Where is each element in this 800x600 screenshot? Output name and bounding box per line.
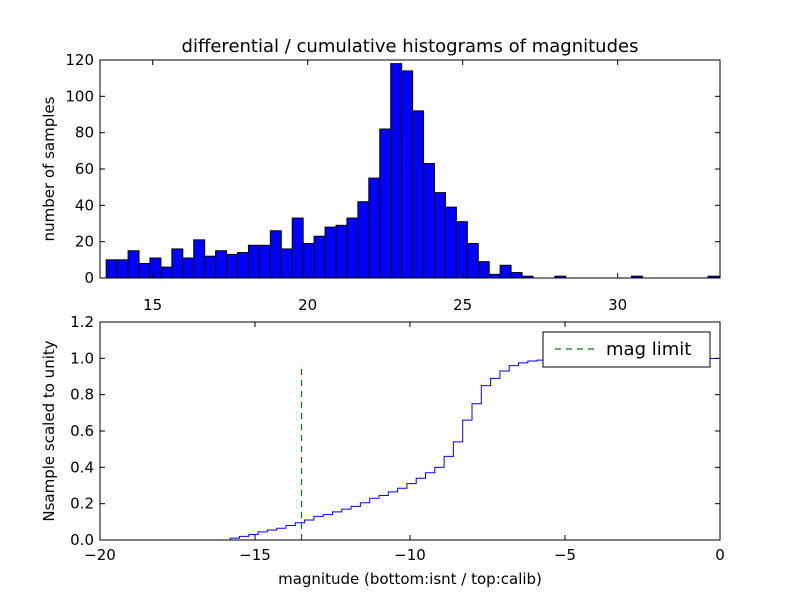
histogram-bar [160,266,173,279]
histogram-bar [444,206,457,279]
top-x-tick-label: 30 [608,296,627,314]
top-x-tick-label: 25 [453,296,472,314]
histogram-bar [269,230,282,279]
histogram-bar [313,235,326,279]
histogram-bar [488,273,501,279]
histogram-bar [335,224,348,279]
histogram-bar [455,221,468,279]
bottom-x-tick-label: −15 [239,546,271,564]
legend: mag limit [542,331,711,368]
chart-title: differential / cumulative histograms of … [182,36,639,57]
bottom-x-tick-label: 0 [715,546,725,564]
bottom-y-tick-label: 0.6 [70,422,94,440]
top-y-tick-label: 40 [75,196,94,214]
histogram-bar [116,259,129,279]
histogram-bar [237,252,249,279]
bottom-x-tick-label: −20 [84,546,116,564]
histogram-bar [423,163,435,279]
top-y-tick-label: 20 [75,233,94,251]
histogram-bar [368,177,381,279]
histogram-bar [105,259,118,279]
histogram-bar [171,248,184,279]
bottom-y-tick-label: 1.2 [70,313,94,331]
histogram-bar [149,257,162,279]
histogram-bar [412,110,425,279]
histogram-bar [346,217,359,279]
histogram-bar [324,226,337,279]
bottom-y-tick-label: 0.0 [70,531,94,549]
bottom-y-tick-label: 0.4 [70,458,94,476]
top-y-tick-label: 80 [75,124,94,142]
bottom-x-tick-label: −5 [554,546,576,564]
histogram-bar [433,192,446,279]
histogram-bar [499,264,512,279]
histogram-bar [127,250,140,279]
top-y-tick-label: 0 [84,269,94,287]
histogram-bar [138,262,151,279]
histogram-bar [215,250,228,279]
top-x-tick-label: 20 [298,296,317,314]
top-x-tick-label: 15 [143,296,162,314]
top-y-tick-label: 100 [65,87,94,105]
histogram-bar [390,63,403,279]
bottom-y-axis-label: Nsample scaled to unity [40,340,58,521]
x-axis-label: magnitude (bottom:isnt / top:calib) [278,570,542,588]
bottom-y-tick-label: 1.0 [70,349,94,367]
histogram-bar [477,261,490,279]
bottom-y-tick-label: 0.8 [70,386,94,404]
histogram-bar [466,242,479,279]
differential-histogram-panel: differential / cumulative histograms of … [40,36,721,314]
histogram-bar [193,239,206,279]
histogram-bar [258,244,271,279]
cumulative-series-line [100,358,721,541]
cumulative-histogram-panel: −20 −15 −10 −5 0 0.0 0.2 0.4 0.6 0.8 1.0 1.2 Nsampl… [40,313,725,588]
histogram-bar [204,255,217,279]
histogram-bar [379,128,392,279]
histogram-bar [401,70,414,279]
legend-mag-limit-label: mag limit [606,339,691,360]
histogram-bar [226,253,239,279]
top-y-tick-label: 120 [65,51,94,69]
histogram-bar [357,201,370,279]
histogram-bar [280,248,293,279]
histogram-bar [247,244,260,279]
bottom-y-tick-label: 0.2 [70,495,94,513]
histogram-bar [302,242,315,279]
histogram-bar [510,272,523,279]
top-y-axis-label: number of samples [40,96,58,241]
histogram-bar [182,257,195,279]
histogram-bar [291,217,304,279]
top-y-tick-label: 60 [75,160,94,178]
bottom-x-tick-label: −10 [394,546,426,564]
